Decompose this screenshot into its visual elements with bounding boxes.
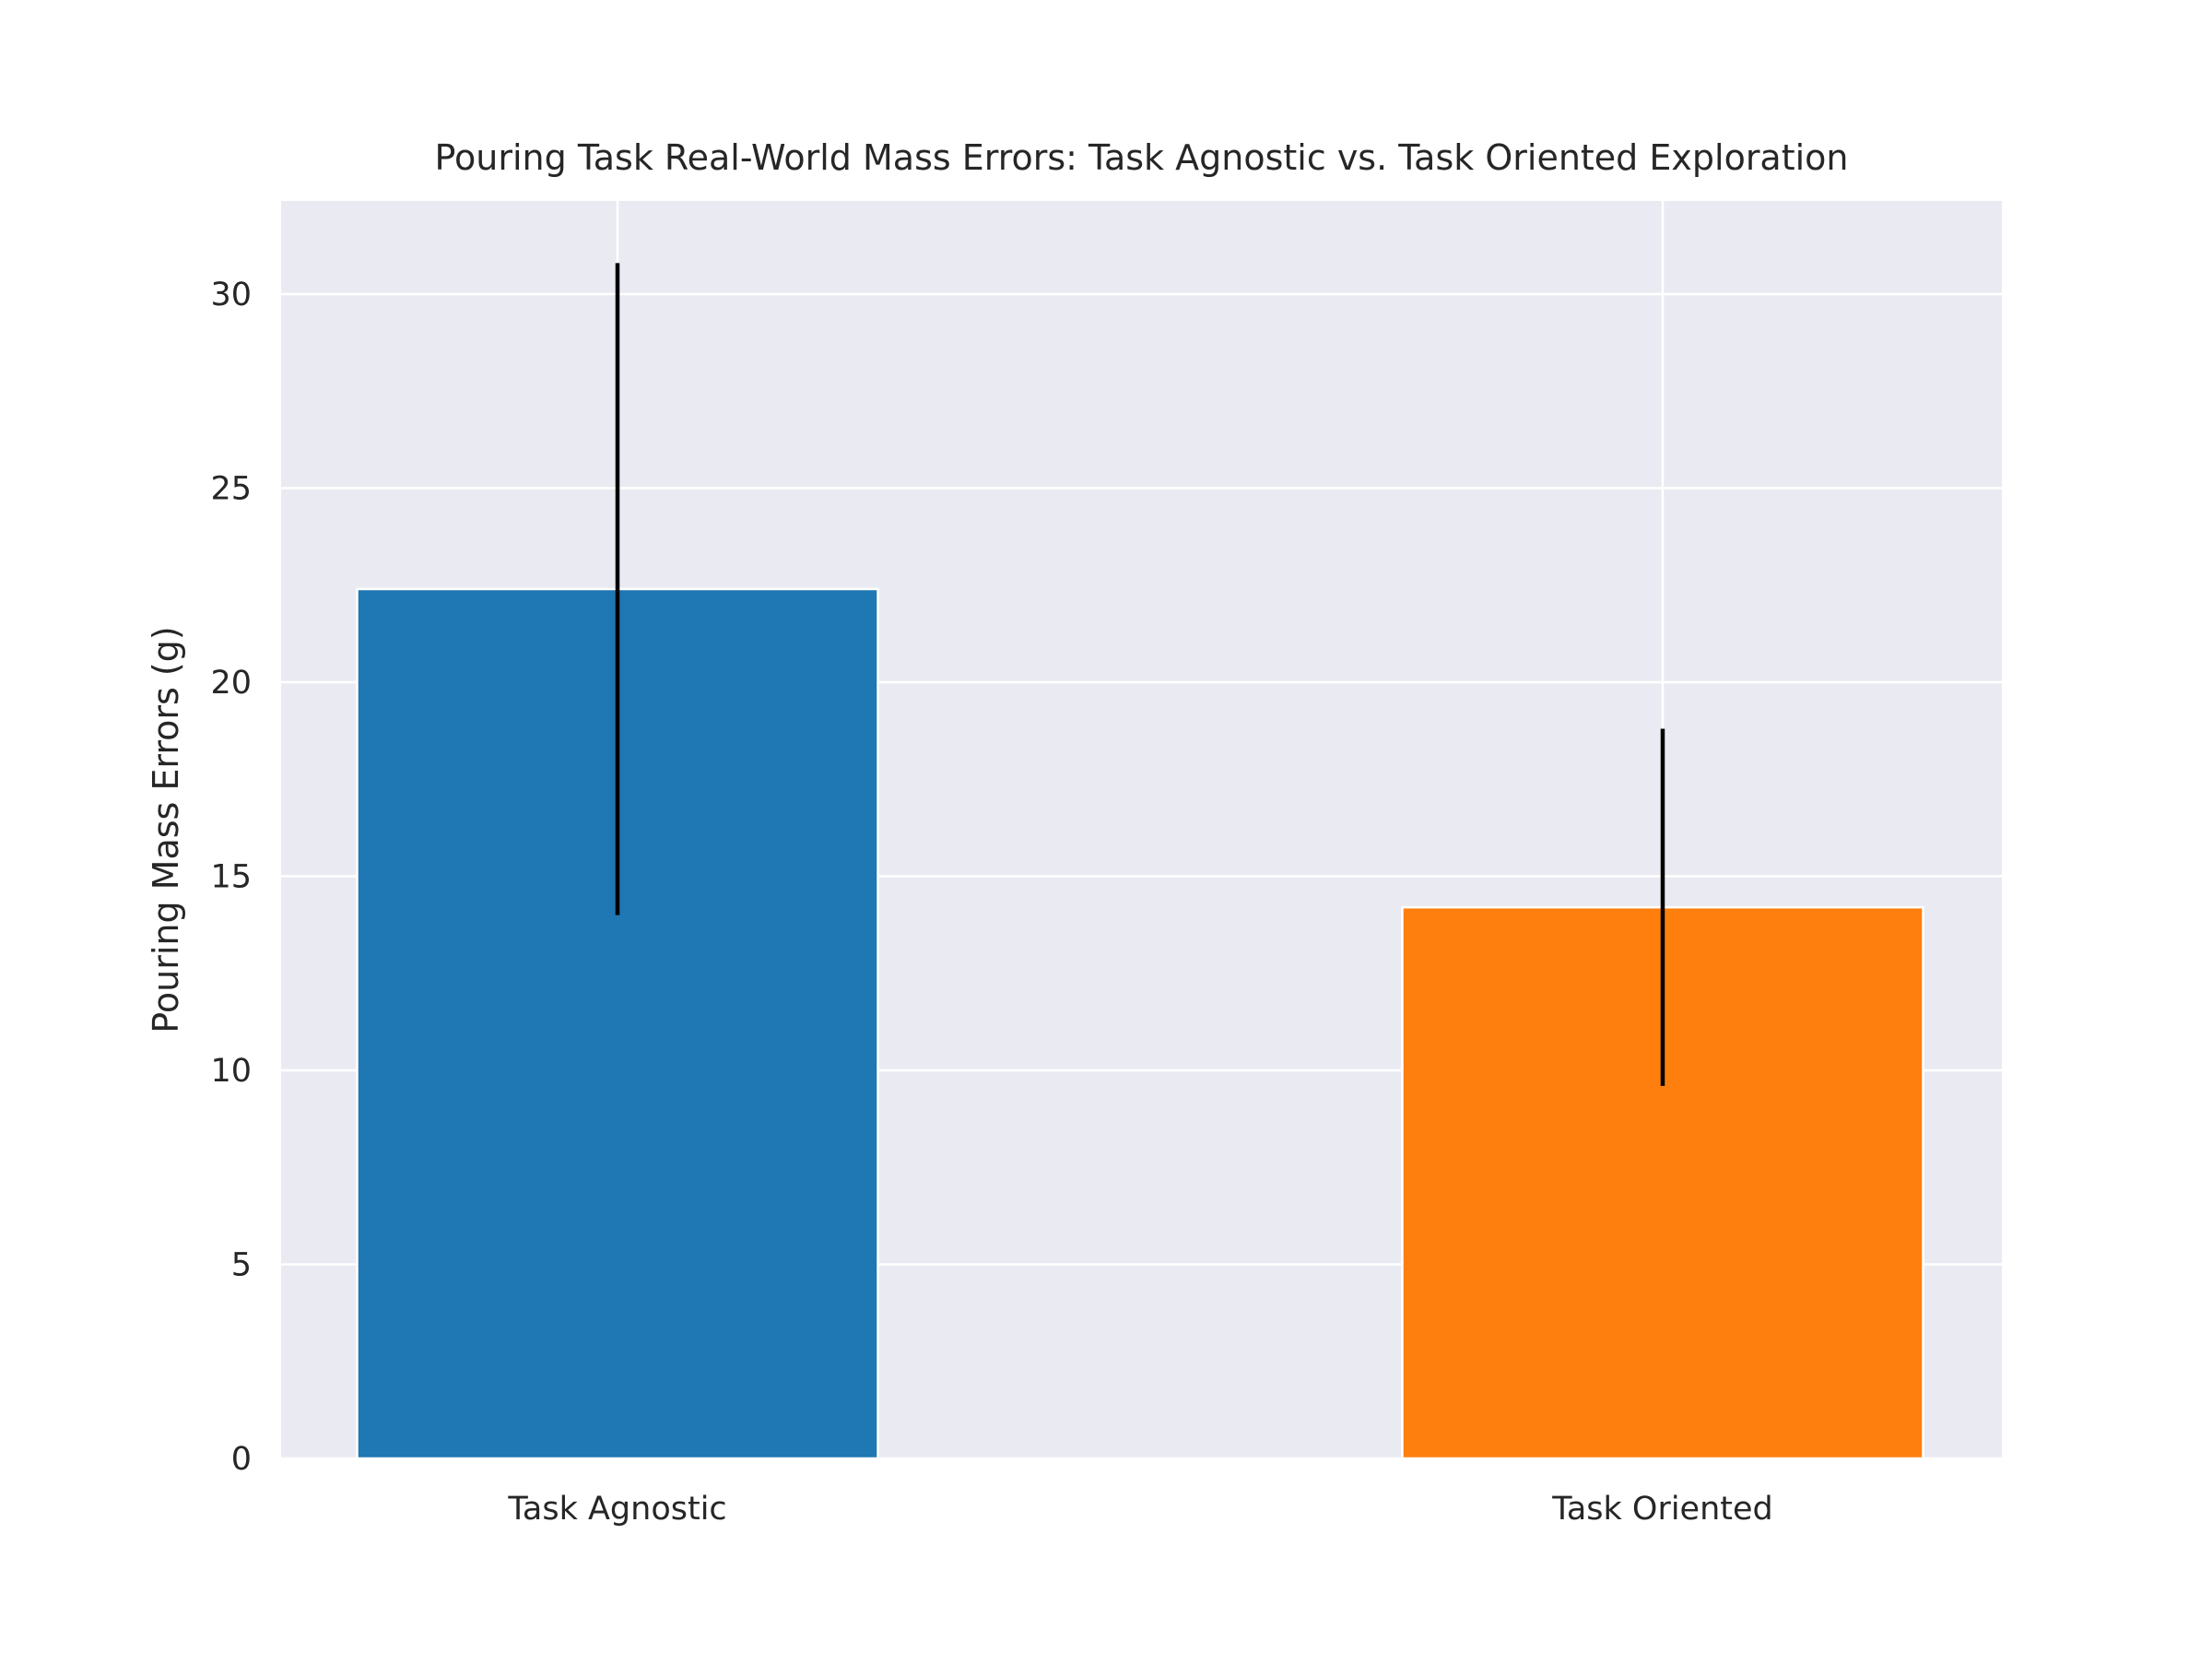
y-tick-label: 10: [210, 1053, 252, 1090]
y-tick-label: 5: [231, 1247, 252, 1284]
y-axis-label: Pouring Mass Errors (g): [146, 626, 186, 1033]
y-axis-ticks: 0 5 10 15 20 25 30: [210, 277, 252, 1478]
x-tick-label: Task Agnostic: [507, 1491, 726, 1528]
y-tick-label: 15: [210, 859, 252, 896]
chart-title: Pouring Task Real-World Mass Errors: Tas…: [434, 137, 1848, 178]
y-tick-label: 30: [210, 277, 252, 313]
x-tick-label: Task Oriented: [1551, 1491, 1773, 1528]
y-tick-label: 20: [210, 665, 252, 702]
y-tick-label: 25: [210, 471, 252, 508]
x-axis-ticks: Task Agnostic Task Oriented: [507, 1491, 1772, 1528]
y-tick-label: 0: [231, 1441, 252, 1478]
error-bars: [615, 263, 1665, 1086]
